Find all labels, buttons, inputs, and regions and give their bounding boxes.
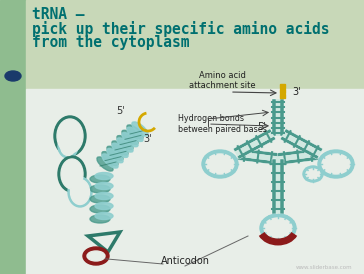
Polygon shape [88,232,120,252]
Bar [26,0,364,89]
Text: pick up their specific amino acids: pick up their specific amino acids [32,21,329,37]
Ellipse shape [58,156,86,192]
Ellipse shape [97,157,113,171]
Ellipse shape [127,125,143,139]
Bar [280,89,285,93]
Text: www.sliderbase.com: www.sliderbase.com [295,265,352,270]
Ellipse shape [95,202,113,210]
Ellipse shape [303,166,323,182]
Ellipse shape [117,136,133,150]
Polygon shape [272,159,276,214]
Ellipse shape [112,143,128,158]
Text: 5': 5' [116,106,125,116]
Bar [280,94,285,98]
Bar [280,89,285,93]
Text: from the cytoplasm: from the cytoplasm [32,35,190,50]
Ellipse shape [54,116,86,156]
Polygon shape [282,132,321,156]
Ellipse shape [90,195,110,203]
Text: 3': 3' [144,134,152,144]
Ellipse shape [127,127,143,141]
Bar [280,84,285,88]
Polygon shape [233,129,272,152]
Polygon shape [284,129,323,152]
Bar [26,89,364,274]
Ellipse shape [95,182,113,190]
Ellipse shape [202,150,238,178]
Ellipse shape [68,177,92,207]
Ellipse shape [260,214,296,242]
Text: Hydrogen bonds
between paired bases: Hydrogen bonds between paired bases [178,114,267,134]
Polygon shape [235,132,274,156]
Ellipse shape [95,173,113,179]
Polygon shape [278,156,319,165]
Ellipse shape [5,71,21,81]
Ellipse shape [87,251,105,261]
Bar [280,94,285,98]
Ellipse shape [90,215,110,223]
Ellipse shape [83,247,109,265]
Bar [280,84,285,88]
Text: tRNA –: tRNA – [32,7,84,22]
Polygon shape [277,148,318,157]
Bar [0,0,26,274]
Polygon shape [272,99,276,136]
Polygon shape [238,148,279,157]
Ellipse shape [206,154,234,174]
Ellipse shape [102,154,118,168]
Ellipse shape [107,149,123,163]
Polygon shape [276,99,280,136]
Polygon shape [237,156,278,165]
Ellipse shape [318,150,354,178]
Polygon shape [238,152,278,161]
Ellipse shape [95,193,113,199]
Polygon shape [280,136,319,159]
Text: Amino acid
attachment site: Amino acid attachment site [189,71,255,90]
Ellipse shape [102,152,118,166]
Ellipse shape [122,130,138,144]
Ellipse shape [322,154,350,174]
Text: Anticodon: Anticodon [161,256,210,266]
Ellipse shape [60,136,75,156]
Ellipse shape [112,141,128,155]
Polygon shape [278,152,318,161]
Ellipse shape [264,218,292,238]
Polygon shape [237,136,276,159]
Ellipse shape [90,175,110,183]
Ellipse shape [57,119,83,153]
Ellipse shape [71,179,90,204]
Ellipse shape [107,146,123,161]
Text: 5': 5' [257,122,266,132]
Polygon shape [276,159,280,214]
Ellipse shape [58,134,78,158]
Text: 3': 3' [292,87,301,97]
Ellipse shape [122,133,138,147]
Ellipse shape [61,159,83,189]
Polygon shape [280,159,284,214]
Ellipse shape [90,205,110,213]
Ellipse shape [132,122,148,136]
Polygon shape [280,99,284,136]
Ellipse shape [90,185,110,193]
Ellipse shape [117,138,133,152]
Ellipse shape [95,213,113,219]
Ellipse shape [306,169,320,179]
